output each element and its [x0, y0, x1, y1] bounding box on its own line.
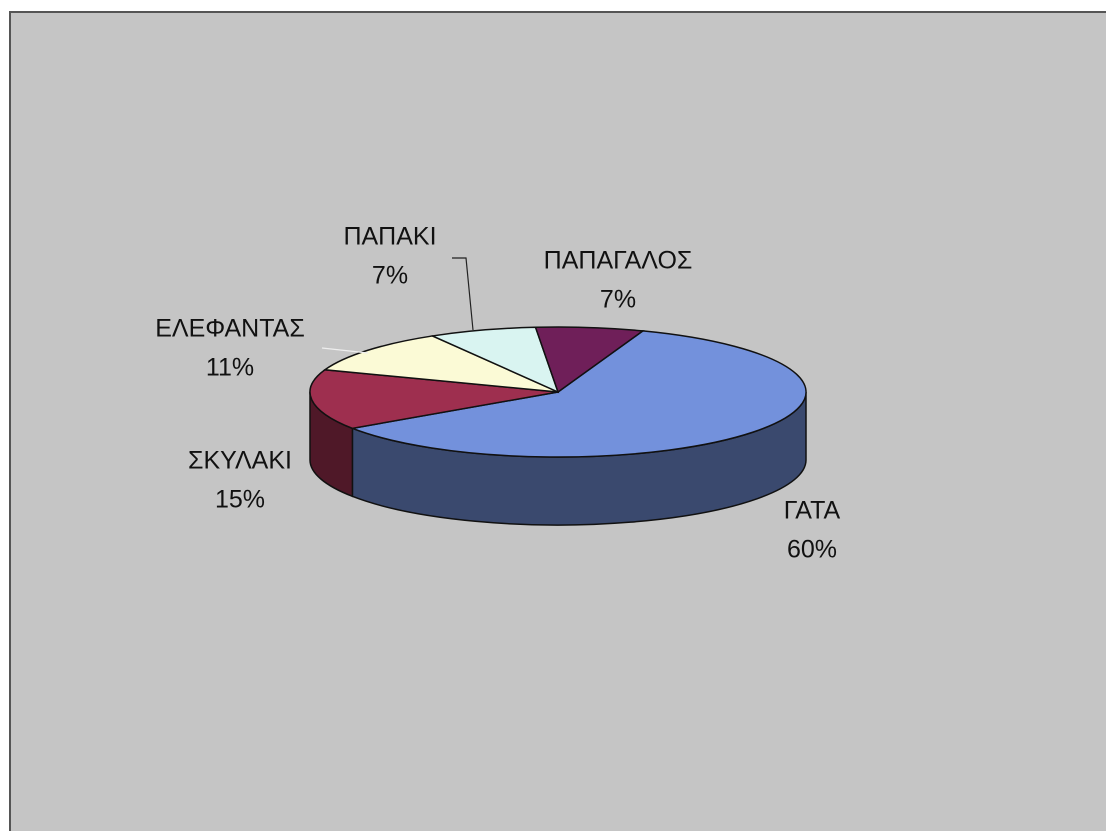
slice-label: ΠΑΠΑΚΙ — [343, 223, 436, 251]
slice-label: ΣΚΥΛΑΚΙ — [188, 447, 292, 475]
slice-value-label: 15% — [215, 486, 265, 514]
slice-value-label: 60% — [787, 536, 837, 564]
leader-line — [321, 347, 369, 354]
pie-slice — [349, 330, 807, 458]
slice-value-label: 11% — [206, 354, 254, 382]
leader-line — [452, 257, 474, 331]
pie-slice — [429, 326, 560, 394]
pie-slice — [309, 368, 559, 430]
slice-value-label: 7% — [372, 262, 408, 290]
slice-label: ΓΑΤΑ — [784, 497, 841, 525]
pie-slice — [322, 335, 559, 393]
slice-label: ΠΑΠΑΓΑΛΟΣ — [544, 247, 693, 275]
slice-label: ΕΛΕΦΑΝΤΑΣ — [155, 315, 305, 343]
slice-value-label: 7% — [600, 286, 636, 314]
pie-slice — [534, 326, 645, 394]
